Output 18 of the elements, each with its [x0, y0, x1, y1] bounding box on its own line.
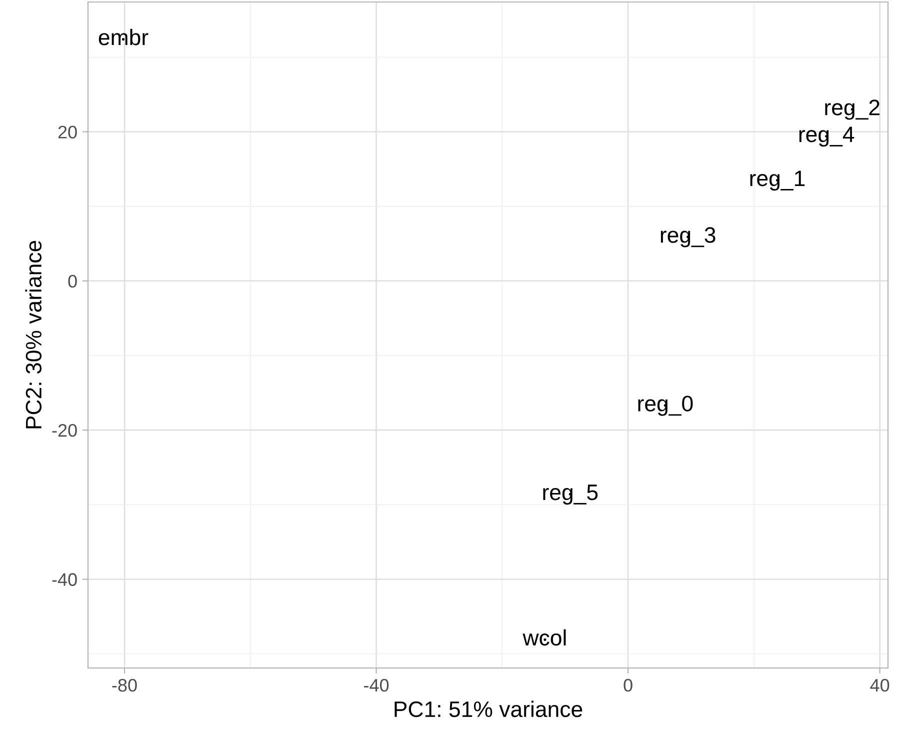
x-tick-label: 40 — [870, 678, 890, 692]
series-label: reg_1 — [750, 170, 805, 191]
series-label: embr — [98, 28, 148, 46]
series-label: reg_4 — [799, 126, 854, 147]
series-label: wcol — [522, 629, 566, 646]
y-tick-label: 0 — [68, 274, 77, 288]
y-tick-label: -20 — [52, 424, 77, 437]
series-label: reg_5 — [543, 484, 598, 505]
series-label: reg_0 — [638, 396, 693, 416]
series-label: reg_3 — [660, 227, 716, 248]
x-axis-title: PC1: 51% variance — [394, 700, 582, 718]
x-tick-label: -80 — [112, 678, 137, 692]
y-tick-label: 20 — [58, 126, 77, 138]
x-tick-label: 0 — [624, 678, 632, 692]
x-tick-label: -40 — [364, 678, 389, 692]
y-tick-label: -40 — [52, 573, 77, 586]
y-axis-title: PC2: 30% variance — [25, 240, 42, 428]
series-label: reg_2 — [825, 100, 880, 120]
